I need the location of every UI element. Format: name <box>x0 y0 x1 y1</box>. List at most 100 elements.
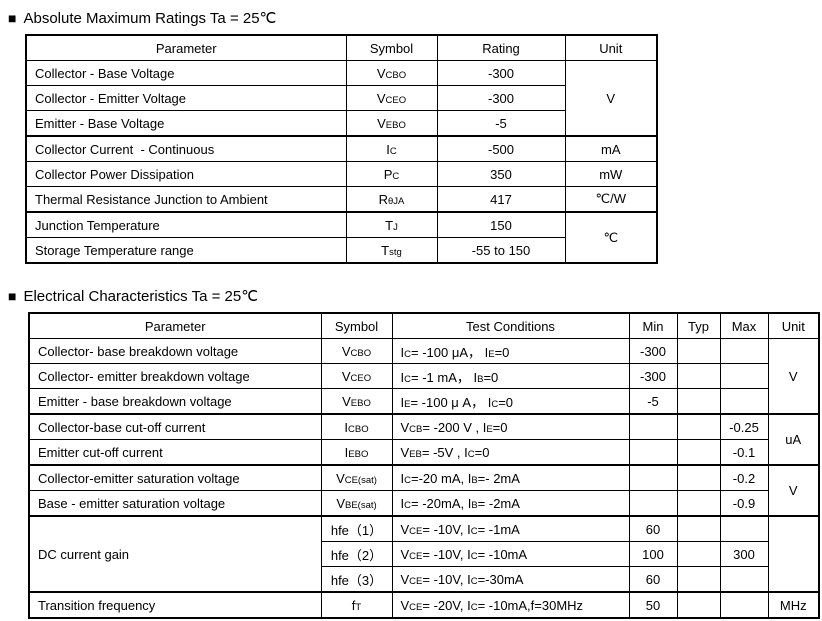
cell-test-conditions: VEB= -5V , IC=0 <box>391 439 630 466</box>
table-row: Base - emitter saturation voltage VBE(sat… <box>28 490 819 517</box>
cell-test-conditions: VCE= -10V, IC= -1mA <box>391 515 630 542</box>
subscript: EB <box>409 448 422 460</box>
section-title: ■ Electrical Characteristics Ta = 25℃ <box>8 287 822 305</box>
square-bullet-icon: ■ <box>8 10 17 26</box>
cell-parameter: Collector - Base Voltage <box>25 60 347 86</box>
subscript: C <box>404 348 411 360</box>
cell-symbol: VBE(sat) <box>320 490 393 517</box>
cell-min <box>628 490 678 517</box>
cell-unit: MHz <box>767 591 820 619</box>
cell-rating: -55 to 150 <box>436 237 566 264</box>
cell-test-conditions: VCE= -10V, IC= -10mA <box>391 541 630 567</box>
cell-parameter: Collector- emitter breakdown voltage <box>28 363 322 389</box>
cell-typ <box>676 338 721 364</box>
cell-parameter: Emitter - base breakdown voltage <box>28 388 322 415</box>
cell-symbol: PC <box>345 161 438 187</box>
absolute-maximum-ratings-section: ■ Absolute Maximum Ratings Ta = 25℃ Para… <box>0 9 822 264</box>
column-header-symbol: Symbol <box>345 34 438 61</box>
cell-symbol: VEBO <box>320 388 393 415</box>
cell-unit: uA <box>767 413 820 466</box>
cell-symbol: VCEO <box>320 363 393 389</box>
cell-symbol: IEBO <box>320 439 393 466</box>
cell-rating: 150 <box>436 211 566 238</box>
cell-parameter: Junction Temperature <box>25 211 347 238</box>
subscript: EBO <box>385 119 406 131</box>
cell-unit: ℃/W <box>564 186 658 213</box>
cell-max <box>719 591 769 619</box>
cell-min: -300 <box>628 338 678 364</box>
square-bullet-icon: ■ <box>8 288 17 304</box>
table-row: Thermal Resistance Junction to Ambient Rθ… <box>25 186 658 213</box>
cell-typ <box>676 541 721 567</box>
subscript: C <box>470 525 478 537</box>
column-header-parameter: Parameter <box>28 312 322 339</box>
cell-parameter: Emitter - Base Voltage <box>25 110 347 137</box>
cell-typ <box>676 515 721 542</box>
table-row: hfe（3） VCE= -10V, IC=-30mA 60 <box>29 566 819 593</box>
cell-parameter: Thermal Resistance Junction to Ambient <box>25 186 347 213</box>
cell-rating: -300 <box>436 60 566 86</box>
cell-max <box>719 566 769 593</box>
cell-rating: -500 <box>436 135 566 162</box>
cell-parameter: Collector- base breakdown voltage <box>28 338 322 364</box>
table-header-row: Parameter Symbol Rating Unit <box>25 34 658 61</box>
cell-min: 50 <box>628 591 678 619</box>
cell-parameter: Base - emitter saturation voltage <box>28 490 322 517</box>
cell-parameter: Transition frequency <box>28 591 322 619</box>
subscript: CE <box>409 550 423 562</box>
column-header-unit: Unit <box>564 34 658 61</box>
table-row: Emitter - Base Voltage VEBO -5 <box>25 110 657 137</box>
subscript: C <box>470 601 478 613</box>
cell-max <box>719 515 769 542</box>
subscript: C <box>389 145 397 157</box>
cell-unit: V <box>767 338 820 415</box>
cell-min: -5 <box>628 388 678 415</box>
cell-typ <box>676 439 721 466</box>
cell-min: 60 <box>628 515 678 542</box>
subscript: CE(sat) <box>344 474 377 486</box>
cell-min <box>628 464 678 491</box>
cell-typ <box>676 363 721 389</box>
column-header-parameter: Parameter <box>25 34 347 61</box>
cell-unit: V <box>767 464 820 517</box>
cell-test-conditions: IE= -100 μ A， IC=0 <box>391 388 630 415</box>
cell-typ <box>676 566 721 593</box>
cell-symbol: VCBO <box>345 60 438 86</box>
table-row: Collector - Base Voltage VCBO -300 V <box>25 60 658 137</box>
cell-unit: mA <box>564 135 658 162</box>
subscript: CEO <box>385 94 407 106</box>
cell-max: -0.9 <box>719 490 769 517</box>
cell-parameter: DC current gain <box>28 515 322 593</box>
electrical-characteristics-table: Parameter Symbol Test Conditions Min Typ Max U… <box>28 312 820 619</box>
subscript: C <box>404 499 411 511</box>
column-header-symbol: Symbol <box>320 312 393 339</box>
cell-rating: -5 <box>436 110 566 137</box>
subscript: C <box>470 575 478 587</box>
cell-max <box>719 388 769 415</box>
subscript: CB <box>409 423 423 435</box>
cell-parameter: Collector-emitter saturation voltage <box>28 464 322 491</box>
cell-min: 100 <box>628 541 678 567</box>
section-title-text: Electrical Characteristics Ta = 25℃ <box>23 288 259 305</box>
table-row: Transition frequency fT VCE= -20V, IC= -10… <box>28 591 820 619</box>
table-row: Storage Temperature range Tstg -55 to 150 <box>25 237 657 264</box>
cell-symbol: VCE(sat) <box>320 464 393 491</box>
subscript: EBO <box>348 448 369 460</box>
cell-symbol: VEBO <box>345 110 438 137</box>
table-row: Collector Current - Continuous IC -500 mA <box>25 135 658 162</box>
cell-parameter: Storage Temperature range <box>25 237 347 264</box>
cell-min: 60 <box>628 566 678 593</box>
cell-test-conditions: IC=-20 mA, IB=- 2mA <box>391 464 630 491</box>
table-row: Collector-base cut-off current ICBO VCB= -… <box>28 413 820 466</box>
subscript: E <box>486 423 493 435</box>
cell-max: -0.25 <box>719 413 769 440</box>
cell-parameter: Emitter cut-off current <box>28 439 322 466</box>
cell-test-conditions: VCE= -20V, IC= -10mA,f=30MHz <box>391 591 630 619</box>
cell-parameter: Collector Current - Continuous <box>25 135 347 162</box>
cell-max <box>719 363 769 389</box>
subscript: CE <box>409 525 423 537</box>
cell-max: -0.2 <box>719 464 769 491</box>
subscript: C <box>491 398 499 410</box>
cell-symbol: IC <box>345 135 438 162</box>
cell-min <box>628 413 678 440</box>
